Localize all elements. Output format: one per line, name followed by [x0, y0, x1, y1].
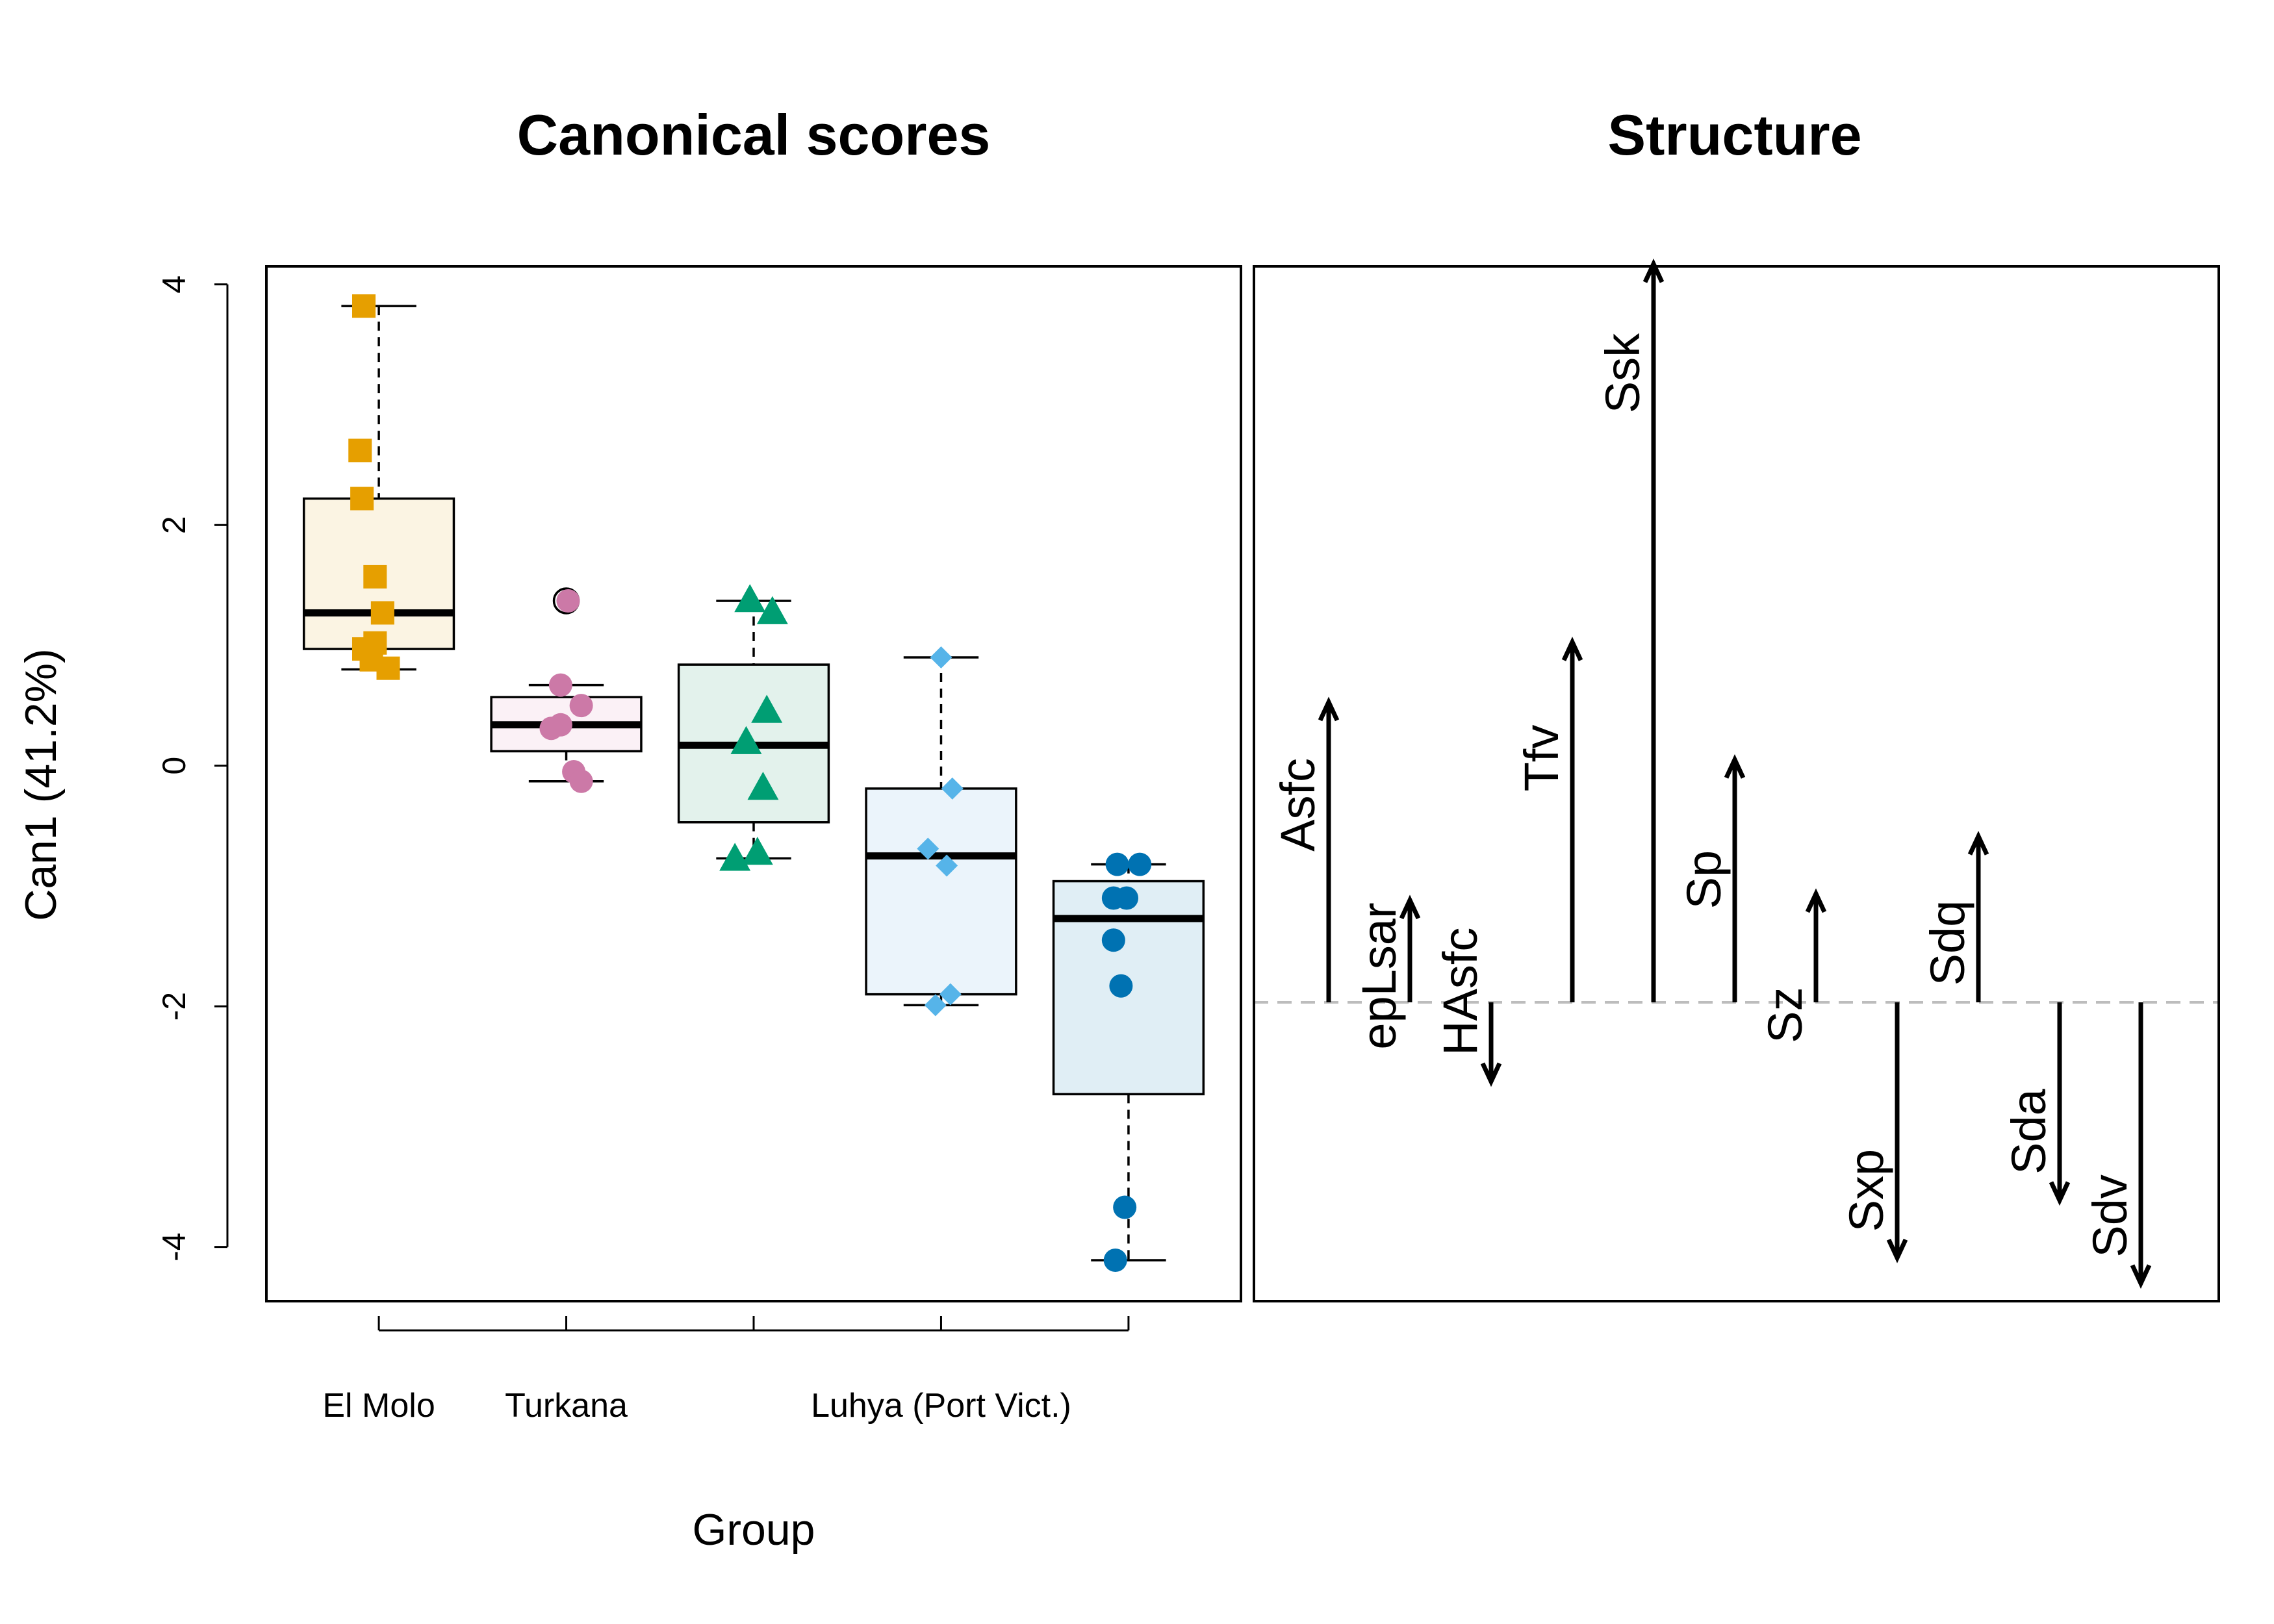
vector-arrowhead	[1399, 894, 1421, 920]
data-point	[1103, 1249, 1127, 1273]
left-panel-title: Canonical scores	[517, 103, 991, 167]
data-point	[569, 694, 593, 718]
vector-layer: Asfc epLsar HAsfc Tfv Ssk Sp Sz Sxp Sdq Sda Sdv	[1271, 258, 2152, 1289]
data-point	[734, 584, 766, 613]
y-tick-label: 2	[156, 516, 192, 534]
vector-label: Tfv	[1514, 725, 1568, 792]
vector-arrowhead	[1886, 1238, 1908, 1263]
data-point	[917, 837, 939, 860]
vector-arrowhead	[1318, 696, 1340, 722]
x-tick-label: Luhya (Port Vict.)	[811, 1387, 1071, 1425]
canonical-scores-panel: Canonical scores -4 -2 0 2 4 El Molo Turkana L…	[16, 103, 1242, 1554]
data-point	[376, 656, 400, 680]
data-point	[730, 726, 762, 754]
data-point	[348, 438, 372, 463]
data-point	[719, 843, 751, 871]
right-panel-title: Structure	[1607, 103, 1861, 167]
vector-label: Sz	[1758, 987, 1812, 1043]
y-tick-label: 4	[156, 275, 192, 294]
right-plot-frame	[1253, 265, 2220, 1302]
data-point	[1115, 886, 1139, 910]
data-point	[936, 854, 958, 877]
vector-label: Sda	[2002, 1088, 2056, 1174]
vector-label: Asfc	[1271, 758, 1325, 852]
data-point	[1101, 928, 1125, 952]
vector-label: Ssk	[1596, 333, 1650, 413]
x-tick-label: Turkana	[505, 1387, 628, 1425]
y-axis: -4 -2 0 2 4	[156, 275, 229, 1262]
box	[865, 787, 1017, 996]
data-point	[1128, 852, 1152, 876]
box-layer	[302, 305, 1205, 1262]
data-point	[1105, 852, 1129, 876]
vector-arrowhead	[2130, 1264, 2152, 1289]
data-point	[924, 994, 947, 1017]
vector-arrowhead	[1642, 258, 1665, 283]
y-tick-label: -4	[156, 1232, 192, 1261]
vector-arrowhead	[2049, 1181, 2071, 1206]
data-point	[741, 837, 773, 865]
vector-label: Sp	[1677, 850, 1731, 909]
data-point	[556, 589, 580, 613]
x-axis-label: Group	[693, 1505, 815, 1554]
data-point	[939, 983, 962, 1006]
x-tick-label: El Molo	[322, 1387, 435, 1425]
data-point	[1113, 1195, 1137, 1219]
data-point	[370, 601, 394, 625]
data-point	[548, 673, 572, 697]
data-point	[539, 717, 563, 741]
data-point	[352, 294, 376, 318]
vector-arrowhead	[1480, 1062, 1502, 1087]
structure-panel: Structure Asfc epLsar HAsfc Tfv Ssk Sp Sz Sxp Sd…	[1253, 103, 2220, 1302]
data-point	[350, 487, 374, 511]
vector-arrowhead	[1724, 754, 1746, 779]
data-point	[363, 565, 387, 589]
vector-label: Sdv	[2083, 1174, 2137, 1258]
vector-arrowhead	[1561, 637, 1583, 661]
data-point	[930, 646, 952, 669]
y-tick-label: 0	[156, 757, 192, 775]
x-axis: El Molo Turkana Luhya (Port Vict.)	[322, 1316, 1130, 1425]
y-axis-label: Can1 (41.2%)	[16, 648, 66, 921]
y-tick-label: -2	[156, 992, 192, 1021]
left-plot-frame	[265, 265, 1242, 1302]
vector-label: Sxp	[1839, 1149, 1893, 1232]
vector-arrowhead	[1805, 888, 1827, 913]
vector-label: epLsar	[1352, 902, 1406, 1049]
point-layer	[348, 294, 1152, 1273]
vector-label: HAsfc	[1433, 928, 1487, 1056]
data-point	[941, 777, 964, 800]
vector-label: Sdq	[1921, 900, 1974, 986]
vector-arrowhead	[1967, 831, 1989, 856]
data-point	[569, 769, 593, 793]
data-point	[1109, 974, 1133, 998]
data-point	[747, 772, 779, 800]
data-point	[751, 694, 783, 723]
data-point	[756, 596, 788, 624]
